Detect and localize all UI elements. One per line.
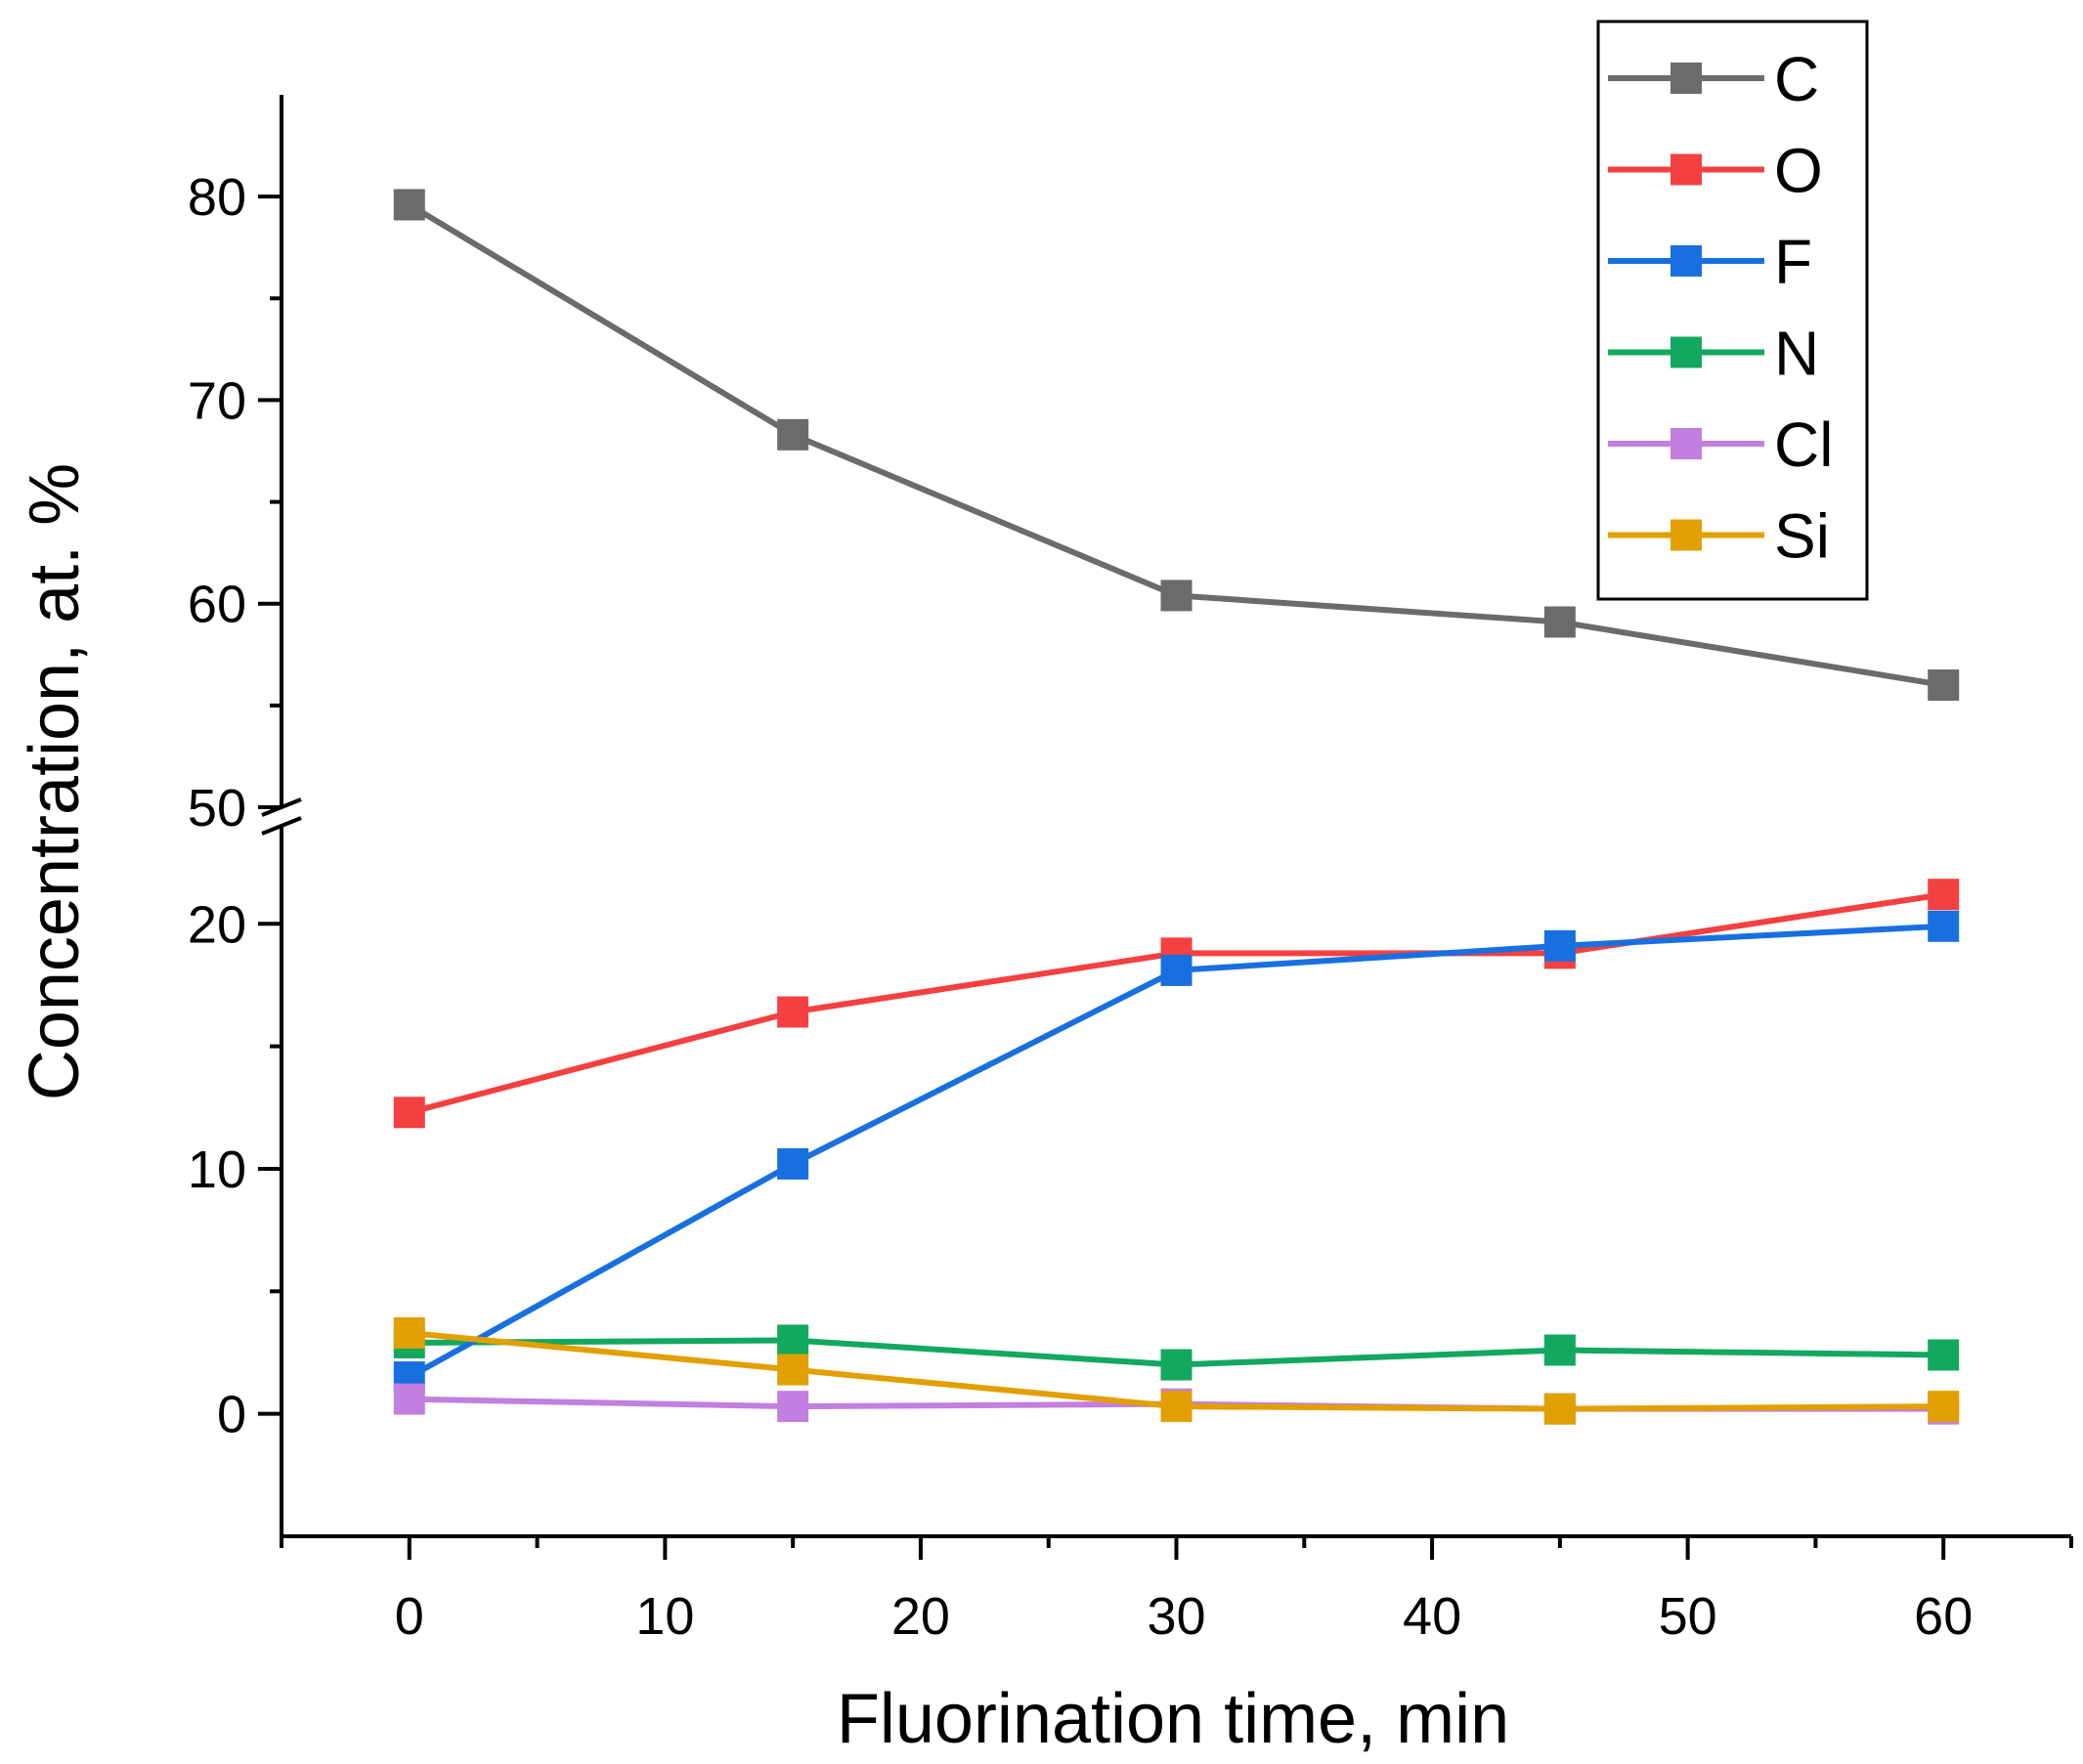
series-o [393,879,1960,1129]
data-point [777,418,809,451]
series-f [393,910,1960,1394]
legend-label: Si [1774,501,1830,572]
data-point [1928,910,1960,942]
data-point [393,189,425,221]
legend-marker [1671,153,1702,186]
series-c [393,189,1960,702]
y-tick-label: 60 [188,576,246,634]
data-point [1928,1391,1960,1423]
series-line-f [408,923,1944,1380]
series-line-o [409,891,1944,1116]
data-point [1543,929,1576,962]
data-point [1160,580,1193,612]
data-point [1928,669,1960,702]
legend-label: C [1774,44,1819,114]
legend-marker [1671,63,1702,94]
axes: 0 10 20 50 60 70 80 0 10 20 30 40 50 60 [188,95,2073,1646]
x-tick-label: 30 [1147,1587,1205,1646]
legend-marker [1671,428,1702,459]
legend-label: N [1774,319,1819,389]
legend-entry-f: F [1608,227,1812,297]
x-tick-label: 10 [635,1587,694,1646]
data-point [1543,606,1576,638]
y-axis-title: Concentration, at. % [16,463,94,1100]
x-tick-label: 60 [1914,1587,1973,1646]
data-point [1160,1391,1193,1423]
data-point [393,1383,425,1415]
legend-marker [1671,519,1702,551]
legend-label: F [1774,227,1812,297]
data-point [777,1391,809,1423]
series-si [393,1316,1960,1425]
y-tick-label: 10 [188,1140,246,1199]
data-point [1543,1393,1576,1425]
legend-entry-c: C [1608,44,1819,114]
x-tick-label: 50 [1659,1587,1717,1646]
legend-label: O [1774,136,1823,206]
legend-entry-cl: Cl [1608,409,1833,480]
legend-entry-si: Si [1608,501,1830,572]
data-point [1543,1334,1576,1366]
x-tick-label: 40 [1403,1587,1461,1646]
legend-entry-o: O [1608,136,1823,206]
x-tick-label: 20 [891,1587,950,1646]
x-axis-title: Fluorination time, min [837,1680,1509,1758]
y-tick-label: 50 [188,779,246,838]
y-tick-label: 0 [217,1386,246,1444]
data-point [393,1097,425,1129]
x-tick-label: 0 [395,1587,424,1646]
data-point [777,1354,809,1386]
data-point [777,996,809,1028]
data-point [777,1147,809,1180]
data-point [777,1324,809,1356]
legend-label: Cl [1774,409,1833,480]
y-tick-label: 20 [188,895,246,954]
data-point [1928,1339,1960,1371]
data-point [1160,954,1193,986]
y-tick-label: 70 [188,371,246,430]
data-point [1928,879,1960,911]
legend-box [1596,20,1869,601]
series-layer [393,189,1960,1425]
data-point [1160,1349,1193,1381]
legend-entry-n: N [1608,319,1819,389]
legend-marker [1671,245,1702,277]
legend-marker [1671,336,1702,368]
data-point [393,1316,425,1349]
y-tick-label: 80 [188,168,246,227]
y-axis-break-mark [261,816,302,836]
